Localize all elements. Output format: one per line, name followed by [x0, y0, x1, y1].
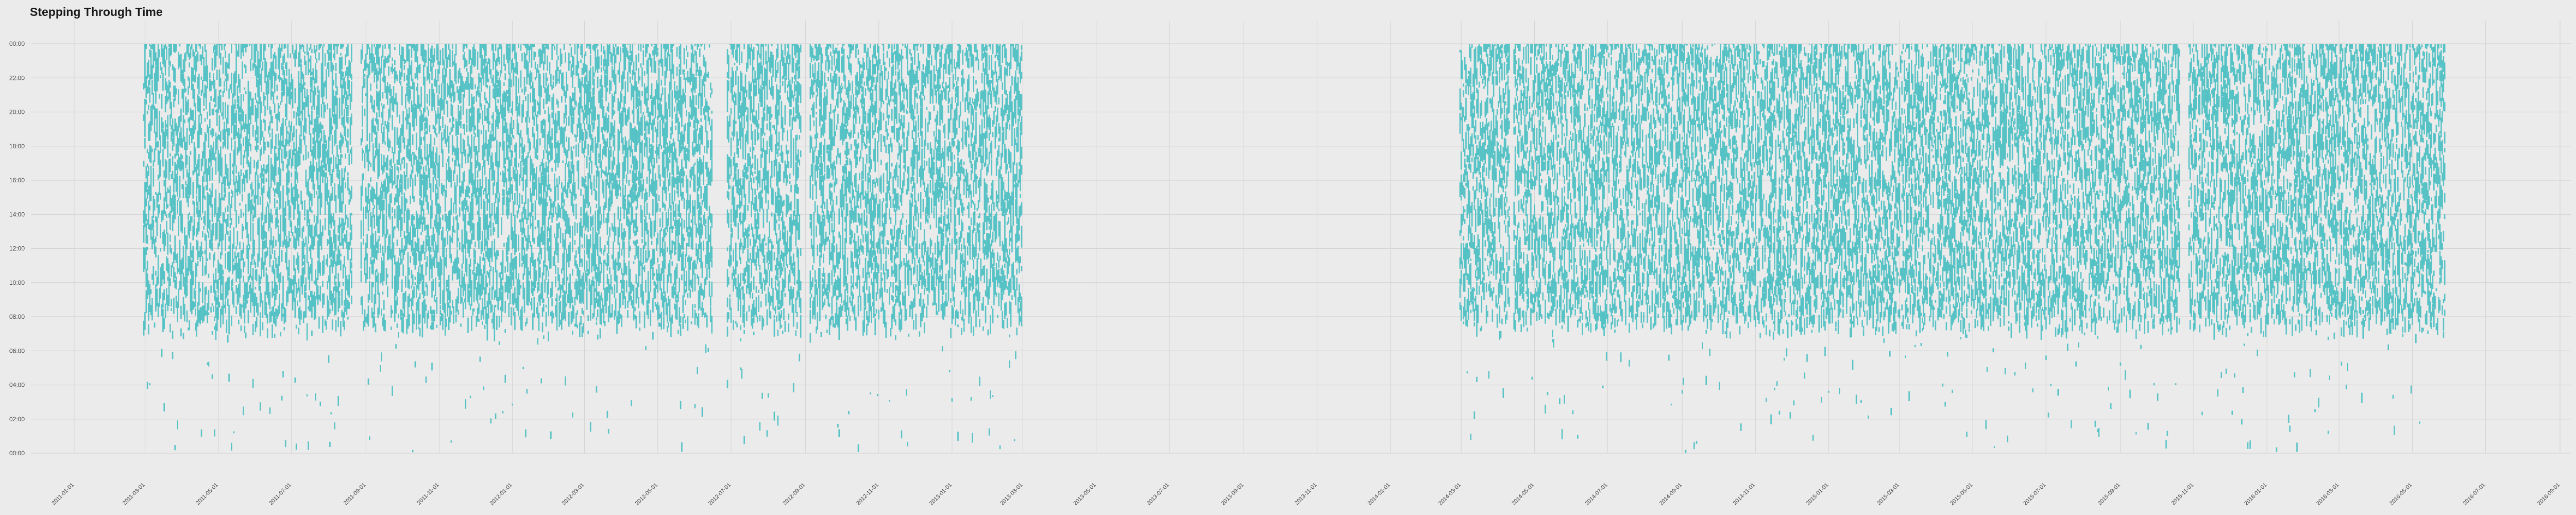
x-tick-label: 2014-07-01: [1584, 482, 1608, 507]
y-tick-label: 06:00: [9, 347, 25, 354]
chart-title: Stepping Through Time: [30, 5, 163, 19]
x-tick-label: 2013-07-01: [1146, 482, 1171, 507]
x-tick-label: 2013-09-01: [1220, 482, 1245, 507]
x-tick-label: 2012-03-01: [561, 482, 585, 507]
x-tick-label: 2016-05-01: [2388, 482, 2413, 507]
x-tick-label: 2012-05-01: [634, 482, 659, 507]
x-tick-label: 2012-07-01: [707, 482, 732, 507]
x-tick-label: 2012-09-01: [782, 482, 806, 507]
x-tick-label: 2011-03-01: [122, 482, 146, 507]
x-tick-label: 2011-11-01: [416, 482, 440, 506]
y-tick-label: 20:00: [9, 109, 25, 116]
y-tick-label: 18:00: [9, 143, 25, 150]
x-tick-label: 2016-09-01: [2536, 482, 2561, 507]
x-tick-label: 2015-07-01: [2022, 482, 2047, 507]
x-tick-label: 2014-05-01: [1511, 482, 1535, 507]
x-axis: 2011-01-01 2011-03-01 2011-05-01 2011-07-01…: [50, 482, 2561, 507]
x-tick-label: 2013-05-01: [1072, 482, 1097, 507]
x-tick-label: 2016-03-01: [2315, 482, 2340, 507]
x-tick-label: 2014-11-01: [1732, 482, 1757, 507]
y-tick-label: 02:00: [9, 416, 25, 423]
y-tick-label: 12:00: [9, 245, 25, 252]
x-tick-label: 2013-01-01: [928, 482, 953, 507]
x-tick-label: 2013-03-01: [999, 482, 1024, 507]
x-tick-label: 2011-09-01: [343, 482, 367, 507]
x-tick-label: 2015-05-01: [1949, 482, 1974, 507]
y-tick-label: 22:00: [9, 74, 25, 81]
data-points: [143, 44, 2446, 453]
x-tick-label: 2015-09-01: [2097, 482, 2122, 507]
x-tick-label: 2012-11-01: [855, 482, 880, 507]
x-tick-label: 2011-05-01: [195, 482, 219, 507]
x-tick-label: 2012-01-01: [489, 482, 514, 507]
y-axis: 00:00 02:00 04:00 06:00 08:00 10:00 12:00 14:00…: [9, 40, 25, 457]
x-tick-label: 2014-01-01: [1366, 482, 1391, 507]
y-tick-label: 08:00: [9, 313, 25, 320]
y-tick-label: 14:00: [9, 211, 25, 218]
x-tick-label: 2013-11-01: [1294, 482, 1318, 507]
x-tick-label: 2014-09-01: [1658, 482, 1683, 507]
x-tick-label: 2011-01-01: [50, 482, 75, 507]
x-tick-label: 2016-07-01: [2462, 482, 2486, 507]
y-tick-label: 00:00: [9, 40, 25, 47]
x-tick-label: 2011-07-01: [268, 482, 293, 507]
y-tick-label: 10:00: [9, 279, 25, 286]
y-tick-label: 04:00: [9, 382, 25, 389]
x-tick-label: 2015-11-01: [2171, 482, 2195, 507]
x-tick-label: 2014-03-01: [1437, 482, 1462, 507]
y-tick-label: 16:00: [9, 177, 25, 184]
x-tick-label: 2015-03-01: [1876, 482, 1901, 507]
x-tick-label: 2015-01-01: [1805, 482, 1829, 507]
x-tick-label: 2016-01-01: [2243, 482, 2268, 507]
y-tick-label: 00:00: [9, 450, 25, 457]
